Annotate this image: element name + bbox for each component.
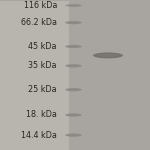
Text: 25 kDa: 25 kDa: [28, 85, 57, 94]
Ellipse shape: [65, 21, 82, 24]
Ellipse shape: [65, 64, 82, 68]
Ellipse shape: [65, 113, 82, 117]
Ellipse shape: [65, 45, 82, 48]
Text: 66.2 kDa: 66.2 kDa: [21, 18, 57, 27]
Ellipse shape: [65, 134, 82, 137]
Ellipse shape: [65, 88, 82, 91]
Text: 116 kDa: 116 kDa: [24, 1, 57, 10]
Text: 18. kDa: 18. kDa: [26, 111, 57, 120]
Ellipse shape: [65, 4, 82, 7]
Text: 35 kDa: 35 kDa: [28, 61, 57, 70]
Text: 14.4 kDa: 14.4 kDa: [21, 131, 57, 140]
Text: 45 kDa: 45 kDa: [28, 42, 57, 51]
Bar: [69, 1, 150, 150]
Bar: [0, 1, 69, 150]
Ellipse shape: [93, 52, 123, 58]
Ellipse shape: [98, 54, 118, 57]
